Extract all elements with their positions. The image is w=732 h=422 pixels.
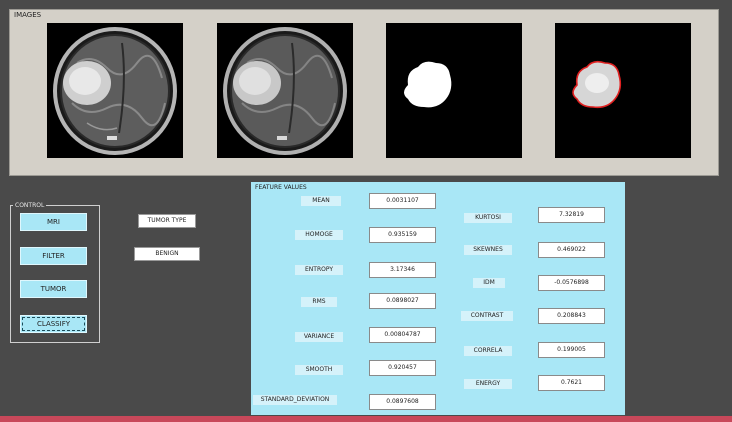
feature-value-correla: 0.199005	[538, 342, 605, 358]
feature-label-kurtosi: KURTOSI	[464, 213, 512, 223]
tumor-outline-image	[555, 23, 691, 158]
bottom-strip	[0, 416, 732, 422]
feature-values-panel: FEATURE VALUES MEAN 0.0031107 HOMOGE 0.9…	[251, 182, 625, 415]
feature-value-smooth: 0.920457	[369, 360, 436, 376]
feature-label-entropy: ENTROPY	[295, 265, 343, 275]
feature-label-smooth: SMOOTH	[295, 365, 343, 375]
filter-button[interactable]: FILTER	[20, 247, 87, 265]
images-panel-title: IMAGES	[14, 11, 42, 19]
tumor-type-result: BENIGN	[134, 247, 200, 261]
feature-label-standard-deviation: STANDARD_DEVIATION	[253, 395, 337, 405]
control-panel: CONTROL MRI FILTER TUMOR CLASSIFY	[10, 201, 100, 343]
feature-value-mean: 0.0031107	[369, 193, 436, 209]
tumor-mask-image	[386, 23, 522, 158]
feature-label-variance: VARIANCE	[295, 332, 343, 342]
feature-value-contrast: 0.208843	[538, 308, 605, 324]
feature-value-homoge: 0.935159	[369, 227, 436, 243]
feature-value-kurtosi: 7.32819	[538, 207, 605, 223]
feature-value-idm: -0.0576898	[538, 275, 605, 291]
mri-filtered-image	[217, 23, 353, 158]
feature-label-energy: ENERGY	[464, 379, 512, 389]
feature-label-homoge: HOMOGE	[295, 230, 343, 240]
feature-label-correla: CORRELA	[464, 346, 512, 356]
control-panel-title: CONTROL	[13, 201, 47, 211]
feature-values-title: FEATURE VALUES	[255, 184, 307, 191]
tumor-type-label: TUMOR TYPE	[138, 214, 196, 228]
feature-label-idm: IDM	[473, 278, 505, 288]
feature-label-mean: MEAN	[301, 196, 341, 206]
feature-value-standard-deviation: 0.0897608	[369, 394, 436, 410]
feature-label-contrast: CONTRAST	[461, 311, 513, 321]
tumor-button[interactable]: TUMOR	[20, 280, 87, 298]
classify-button[interactable]: CLASSIFY	[20, 315, 87, 333]
feature-label-rms: RMS	[301, 297, 337, 307]
feature-value-energy: 0.7621	[538, 375, 605, 391]
feature-value-skewnes: 0.469022	[538, 242, 605, 258]
feature-value-entropy: 3.17346	[369, 262, 436, 278]
mri-button[interactable]: MRI	[20, 213, 87, 231]
feature-value-rms: 0.0898027	[369, 293, 436, 309]
feature-value-variance: 0.00804787	[369, 327, 436, 343]
feature-label-skewnes: SKEWNES	[464, 245, 512, 255]
mri-original-image	[47, 23, 183, 158]
images-panel: IMAGES	[9, 9, 719, 176]
